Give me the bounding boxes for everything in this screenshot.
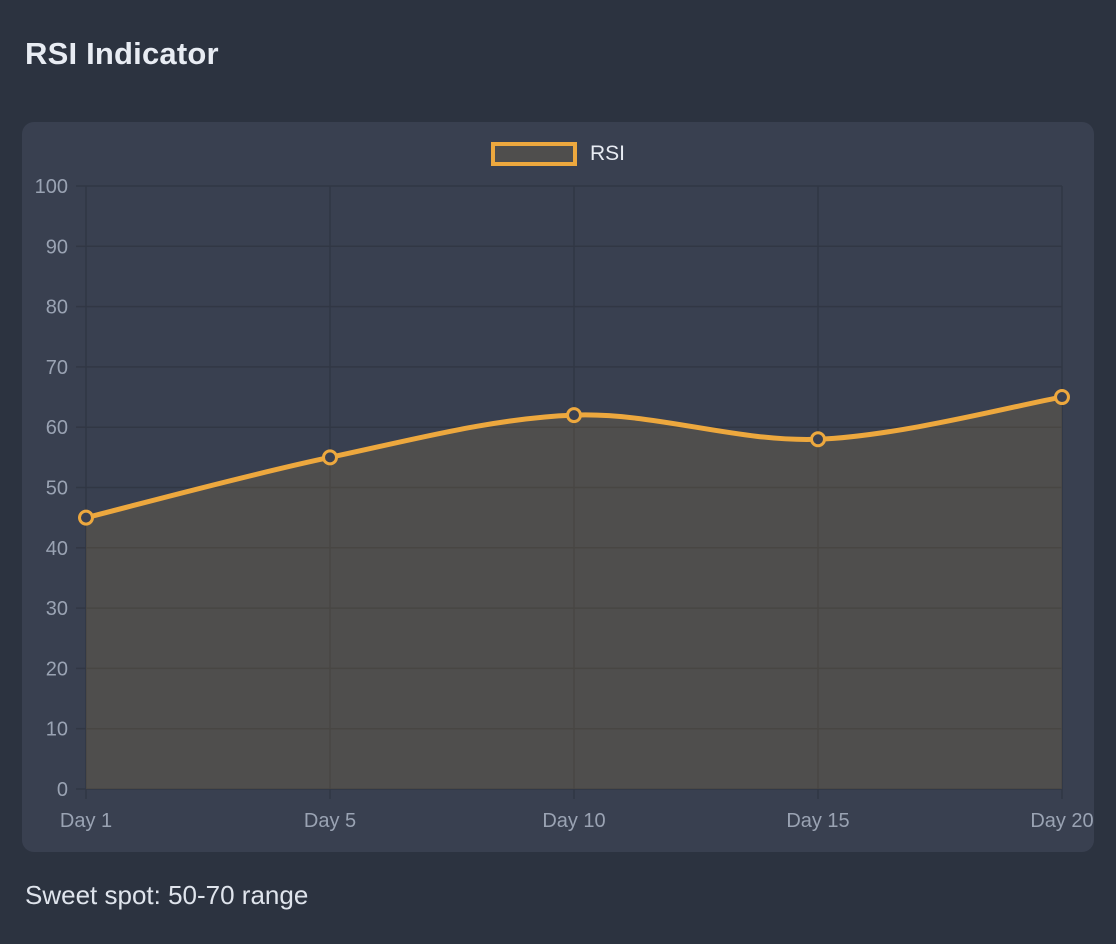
data-point[interactable]: [1054, 389, 1070, 406]
data-point[interactable]: [322, 449, 338, 466]
y-tick-label: 70: [46, 357, 68, 379]
y-tick-label: 80: [46, 297, 68, 319]
y-tick-label: 40: [46, 538, 68, 560]
chart-panel: 0 10 20 30 40 50 60 70 80 90 100 Day 1 Day 5 Day 10 Da…: [22, 122, 1094, 852]
y-tick-label: 30: [46, 598, 68, 620]
y-tick-label: 90: [46, 236, 68, 258]
rsi-legend-swatch: [490, 142, 577, 166]
x-tick-label: Day 5: [304, 810, 356, 832]
data-point[interactable]: [78, 509, 94, 526]
page-title: RSI Indicator: [25, 36, 219, 71]
y-tick-label: 10: [46, 719, 68, 741]
rsi-legend-label: RSI: [589, 142, 625, 165]
rsi-area-fill: [86, 397, 1062, 789]
x-tick-label: Day 15: [786, 810, 849, 832]
rsi-line-chart: 0 10 20 30 40 50 60 70 80 90 100 Day 1 Day 5 Day 10 Da…: [35, 176, 1094, 832]
data-point[interactable]: [566, 407, 582, 424]
y-tick-label: 60: [46, 417, 68, 439]
chart-legend[interactable]: RSI: [22, 142, 1094, 166]
y-tick-label: 0: [57, 779, 68, 801]
footer-note: Sweet spot: 50-70 range: [25, 880, 309, 910]
data-point[interactable]: [810, 431, 826, 448]
x-tick-label: Day 1: [60, 810, 112, 832]
x-tick-label: Day 10: [542, 810, 605, 832]
y-tick-label: 20: [46, 658, 68, 680]
y-tick-label: 100: [35, 176, 68, 198]
y-tick-label: 50: [46, 478, 68, 500]
x-tick-label: Day 20: [1030, 810, 1093, 832]
